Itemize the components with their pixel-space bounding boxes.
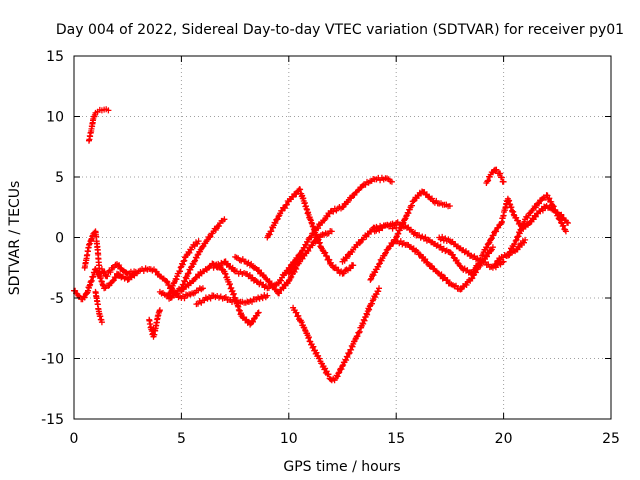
y-tick-label: -10 bbox=[41, 352, 64, 368]
y-tick-label: 10 bbox=[46, 110, 64, 126]
data-point-markers bbox=[367, 188, 453, 283]
y-tick-label: -5 bbox=[50, 291, 64, 307]
data-point-markers bbox=[483, 166, 507, 186]
series-track-up-16 bbox=[367, 188, 453, 283]
data-point-markers bbox=[193, 292, 271, 308]
data-marks bbox=[71, 106, 571, 384]
data-point-markers bbox=[92, 288, 105, 326]
x-tick-label: 0 bbox=[70, 431, 79, 447]
tick-labels: 0 5 10 15 20 25 -15 -10 -5 0 5 10 15 bbox=[41, 49, 620, 447]
x-tick-label: 25 bbox=[602, 431, 620, 447]
series-track-arc-10 bbox=[264, 186, 357, 277]
series-track-low-6 bbox=[193, 292, 271, 308]
data-point-markers bbox=[479, 195, 524, 259]
y-axis-label: SDTVAR / TECUs bbox=[7, 181, 23, 296]
data-point-markers bbox=[285, 174, 395, 277]
series-track-late-band bbox=[517, 203, 571, 234]
series-track-dip-3.8 bbox=[146, 307, 163, 340]
data-point-markers bbox=[165, 238, 202, 299]
axis-ticks bbox=[73, 55, 612, 420]
data-point-markers bbox=[81, 228, 103, 277]
x-tick-label: 10 bbox=[280, 431, 298, 447]
series-track-late-low bbox=[492, 236, 529, 268]
series-track-up-14 bbox=[285, 174, 395, 277]
x-tick-label: 15 bbox=[387, 431, 405, 447]
data-point-markers bbox=[86, 106, 112, 144]
x-tick-label: 5 bbox=[177, 431, 186, 447]
data-point-markers bbox=[264, 186, 357, 277]
series-track-v-12 bbox=[290, 285, 382, 384]
data-point-markers bbox=[98, 261, 138, 280]
data-point-markers bbox=[156, 216, 228, 302]
y-tick-label: 0 bbox=[55, 231, 64, 247]
x-axis-label: GPS time / hours bbox=[283, 459, 400, 475]
series-track-spike-19.8 bbox=[483, 166, 507, 186]
y-tick-label: 5 bbox=[55, 170, 64, 186]
data-point-markers bbox=[290, 285, 382, 384]
x-tick-label: 20 bbox=[495, 431, 513, 447]
data-point-markers bbox=[517, 203, 571, 234]
data-point-markers bbox=[492, 236, 529, 268]
y-tick-label: 15 bbox=[46, 49, 64, 65]
series-track-early-high bbox=[86, 106, 112, 144]
y-tick-label: -15 bbox=[41, 412, 64, 428]
series-track-rise-5 bbox=[165, 238, 202, 299]
chart-title: Day 004 of 2022, Sidereal Day-to-day VTE… bbox=[56, 22, 624, 38]
series-track-early-spike bbox=[81, 228, 103, 277]
series-track-early-dip bbox=[92, 288, 105, 326]
data-point-markers bbox=[146, 307, 163, 340]
series-track-early-scatter bbox=[98, 261, 138, 280]
series-track-late-scatter bbox=[479, 195, 524, 259]
series-track-rise-6 bbox=[156, 216, 228, 302]
grid bbox=[74, 56, 611, 419]
